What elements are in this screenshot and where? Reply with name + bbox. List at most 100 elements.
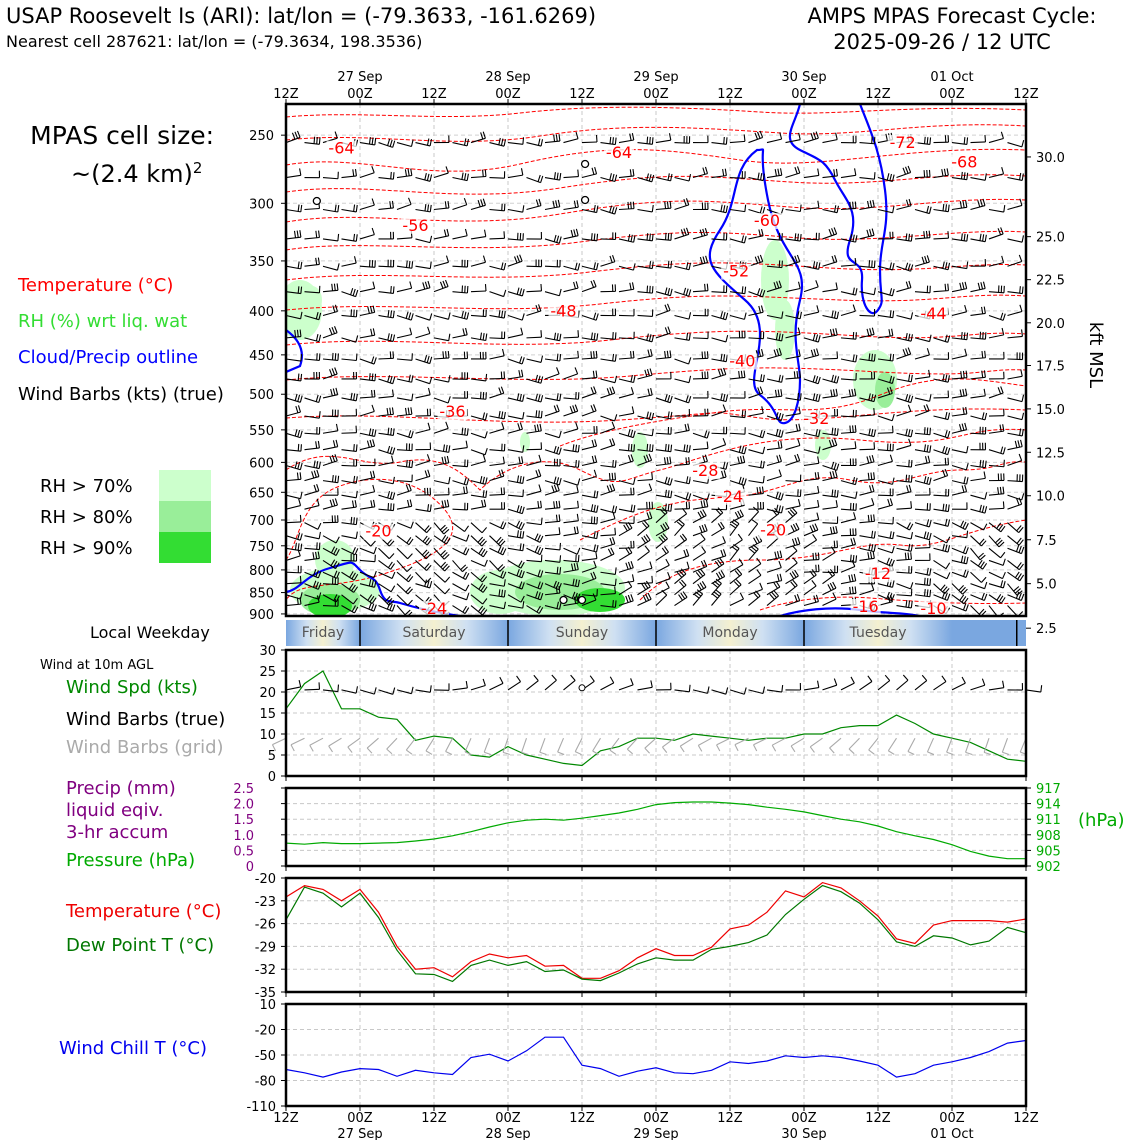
wind-barb-feather bbox=[960, 171, 963, 179]
wind-barb-feather bbox=[386, 597, 393, 604]
wind-barb bbox=[618, 412, 634, 417]
wind-barb-feather bbox=[388, 553, 395, 560]
wind-barb-feather bbox=[947, 412, 951, 420]
wind-barb-feather bbox=[1019, 198, 1023, 206]
wind-barb-feather bbox=[717, 369, 722, 377]
wind-barb bbox=[322, 415, 339, 418]
weekday-segment bbox=[656, 620, 804, 646]
wind-barb-feather bbox=[700, 568, 706, 575]
wind-barb-feather bbox=[796, 370, 799, 379]
wind-barb-feather bbox=[775, 580, 781, 588]
wind-barb bbox=[951, 288, 967, 293]
wind-barb bbox=[803, 506, 819, 510]
wind-barb-true-feather bbox=[609, 676, 615, 684]
wind-barb-feather bbox=[596, 233, 599, 241]
wind-barb-feather bbox=[910, 312, 914, 320]
wind-barb bbox=[692, 357, 709, 360]
wind-barb bbox=[396, 449, 413, 452]
wind-barb-feather bbox=[683, 198, 687, 206]
wind-barb-feather bbox=[866, 456, 870, 464]
wind-barb bbox=[988, 522, 1002, 533]
wind-barb-feather bbox=[762, 475, 765, 484]
wind-barb-feather bbox=[923, 136, 926, 144]
wind-barb bbox=[341, 494, 357, 499]
wind-barb-feather bbox=[759, 582, 763, 590]
wind-barb-feather bbox=[664, 201, 667, 209]
wind-barb-feather bbox=[518, 570, 523, 577]
wind-barb-feather bbox=[793, 371, 796, 379]
wind-barb bbox=[452, 176, 468, 182]
wind-barb-feather bbox=[298, 498, 302, 506]
wind-barb-feather bbox=[704, 228, 708, 236]
wind-barb-feather bbox=[318, 411, 321, 419]
wind-barb-feather bbox=[759, 130, 764, 138]
wind-barb-feather bbox=[406, 499, 410, 507]
wind-barb bbox=[600, 571, 616, 575]
wind-barb-feather bbox=[648, 453, 653, 461]
wind-barb-feather bbox=[962, 370, 965, 378]
wind-barb-feather bbox=[593, 490, 596, 498]
wind-barb-feather bbox=[705, 499, 709, 507]
wind-barb-true bbox=[396, 689, 412, 695]
wind-barb-feather bbox=[867, 514, 870, 522]
wind-barb-feather bbox=[318, 592, 322, 600]
wind-barb-feather bbox=[796, 254, 801, 262]
wind-barb-feather bbox=[466, 138, 470, 146]
wind-barb-feather bbox=[411, 393, 414, 401]
wind-barb bbox=[748, 378, 764, 383]
wind-barb-feather bbox=[477, 199, 481, 207]
wind-barb-feather bbox=[477, 605, 484, 612]
wind-barb bbox=[581, 357, 598, 360]
wind-barb-feather bbox=[701, 351, 704, 359]
wind-barb-feather bbox=[695, 591, 702, 597]
wind-barb-feather bbox=[354, 168, 357, 177]
wind-barb-feather bbox=[964, 422, 968, 430]
dewpoint-label: Dew Point T (°C) bbox=[66, 935, 214, 956]
wind-barb-feather bbox=[537, 469, 542, 477]
wind-barb-feather bbox=[944, 544, 948, 552]
wind-barb-feather bbox=[732, 519, 740, 525]
wind-barb-feather bbox=[446, 228, 450, 236]
wind-barb bbox=[452, 583, 466, 592]
wind-barb bbox=[322, 446, 338, 451]
wind-barb-feather bbox=[811, 524, 816, 532]
time-tick-label-top: 12Z bbox=[421, 87, 447, 102]
legend-rh: RH (%) wrt liq. wat bbox=[18, 311, 187, 332]
wind-barb bbox=[359, 491, 375, 496]
wind-barb-feather bbox=[337, 204, 340, 213]
wind-barb-feather bbox=[631, 406, 635, 414]
wind-barb-feather bbox=[829, 568, 836, 576]
wind-barb-feather bbox=[317, 440, 320, 449]
wind-barb-feather bbox=[466, 312, 470, 320]
wind-barb-feather bbox=[983, 593, 988, 601]
wind-barb bbox=[877, 291, 893, 297]
wind-barb-feather bbox=[831, 461, 835, 469]
wind-barb bbox=[415, 583, 431, 589]
wind-barb-feather bbox=[908, 280, 912, 288]
wind-barb-feather bbox=[297, 549, 301, 557]
wind-barb-feather bbox=[928, 230, 931, 238]
wind-barb bbox=[785, 355, 801, 360]
wind-barb-feather bbox=[873, 172, 876, 180]
wind-barb bbox=[859, 265, 875, 269]
wind-barb-feather bbox=[681, 579, 687, 586]
temperature-label-bg bbox=[715, 488, 745, 505]
wind-barb bbox=[803, 462, 819, 467]
time-tick-label-bottom: 12Z bbox=[421, 1111, 447, 1126]
wind-barb-feather bbox=[688, 396, 692, 404]
wind-barb bbox=[637, 394, 653, 399]
wind-barb-feather bbox=[535, 374, 539, 382]
wind-barb bbox=[526, 430, 542, 434]
wind-barb-feather bbox=[829, 329, 833, 337]
wind-barb-feather bbox=[742, 455, 746, 463]
wind-barb-feather bbox=[669, 456, 672, 464]
wind-barb bbox=[803, 492, 819, 496]
wind-barb bbox=[415, 428, 431, 434]
wind-barb bbox=[470, 137, 486, 144]
wind-barb bbox=[748, 540, 763, 549]
wind-barb bbox=[748, 432, 763, 439]
wind-barb-feather bbox=[926, 205, 930, 213]
wind-barb-feather bbox=[706, 351, 709, 359]
wind-barb bbox=[877, 432, 894, 434]
wind-barb-feather bbox=[852, 477, 856, 485]
